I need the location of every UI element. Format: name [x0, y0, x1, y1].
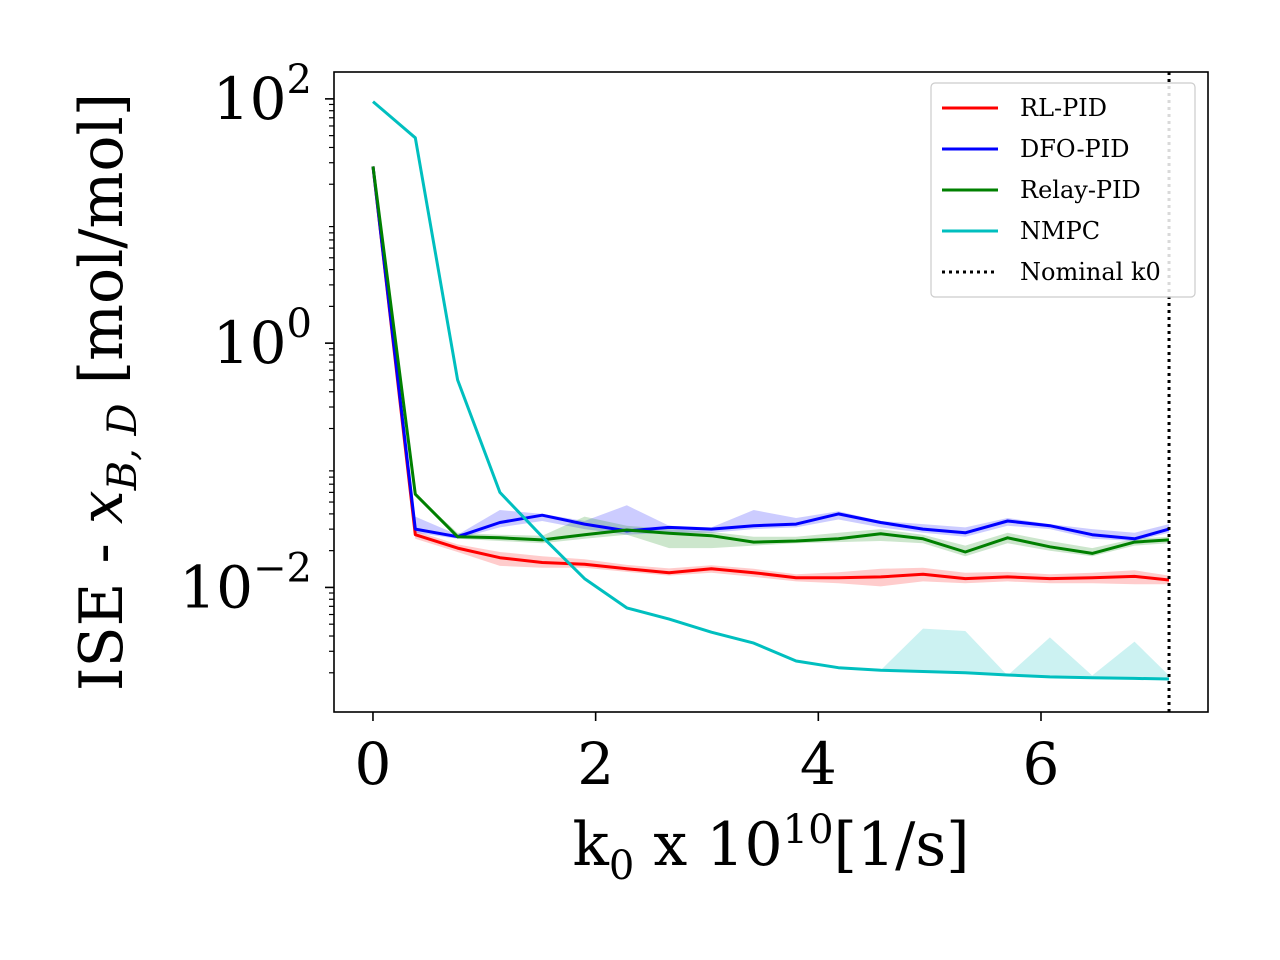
series-lines: [371, 100, 1170, 681]
line-nmpc: [372, 100, 1170, 681]
y-axis-label-prefix: ISE -: [67, 524, 137, 691]
legend-frame: [930, 82, 1196, 298]
y-axis-label-var: x: [67, 490, 137, 524]
confidence-bands: [373, 101, 1169, 680]
y-tick-label-exponent: 0: [287, 301, 312, 347]
y-tick-label-exponent: −2: [253, 545, 312, 591]
x-axis-label-k: k: [572, 810, 609, 880]
line-relay-pid: [371, 166, 1170, 555]
y-axis-label: ISE - xB, D [mol/mol]: [67, 93, 146, 691]
legend-label-nmpc: NMPC: [1020, 217, 1100, 245]
x-axis-label-mid: x 10: [634, 810, 782, 880]
x-axis-ticks: 0 2 4 6: [355, 712, 1060, 798]
x-tick-label: 4: [800, 730, 837, 798]
y-tick-label-base: 10: [213, 65, 287, 133]
x-axis-label: k0 x 1010[1/s]: [572, 807, 969, 889]
y-tick-label: 10−2: [179, 545, 312, 621]
band-rl-pid: [373, 166, 1169, 587]
y-tick-label-base: 10: [179, 553, 253, 621]
legend: RL-PID DFO-PID Relay-PID NMPC Nominal k0: [930, 82, 1196, 298]
y-tick-label-exponent: 2: [287, 57, 312, 103]
y-tick-label: 100: [213, 301, 312, 377]
legend-label-dfo-pid: DFO-PID: [1020, 135, 1129, 163]
legend-label-relay-pid: Relay-PID: [1020, 176, 1141, 204]
x-axis-label-sup: 10: [783, 807, 834, 853]
legend-label-nominal-k0: Nominal k0: [1020, 258, 1161, 286]
x-tick-label: 0: [355, 730, 392, 798]
y-tick-label: 102: [213, 57, 312, 133]
legend-label-rl-pid: RL-PID: [1020, 94, 1107, 122]
x-tick-label: 2: [577, 730, 614, 798]
x-tick-label: 6: [1023, 730, 1060, 798]
x-axis-label-tail: [1/s]: [834, 810, 970, 880]
y-axis-label-suffix: [mol/mol]: [67, 93, 137, 404]
line-rl-pid: [371, 166, 1170, 582]
y-axis-label-sub: B, D: [100, 403, 146, 491]
y-tick-label-base: 10: [213, 309, 287, 377]
x-axis-label-sub: 0: [609, 843, 634, 889]
line-dfo-pid: [371, 166, 1170, 541]
